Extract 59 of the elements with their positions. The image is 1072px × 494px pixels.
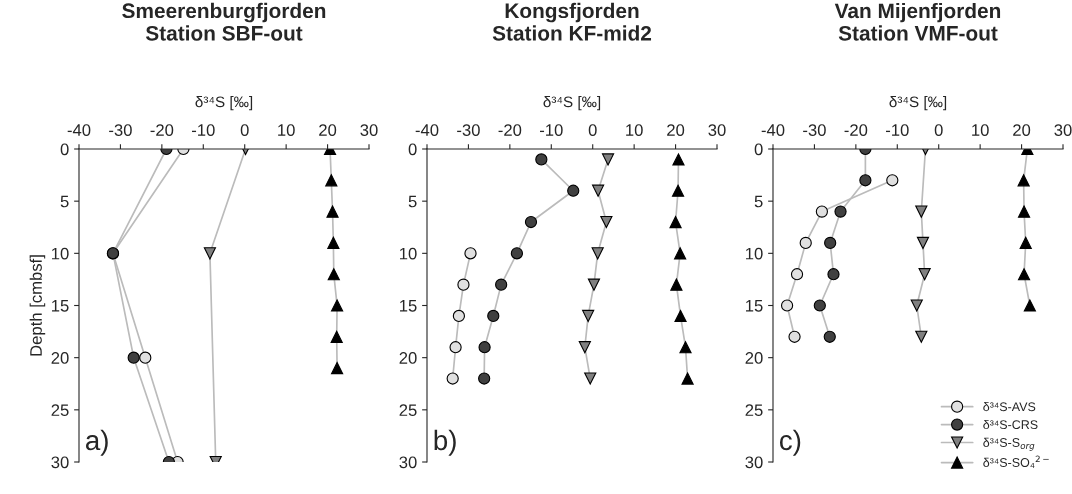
x-tick-label: 20 [1013,124,1031,136]
y-tick-label: 20 [745,352,763,364]
chart-title: Smeerenburgfjorden Station SBF-out [122,2,326,41]
x-tick-label: 0 [588,124,597,136]
x-axis-title: δ³⁴S [‰] [543,96,601,111]
x-tick-label: -20 [150,124,174,136]
x-tick-label: -40 [415,124,439,136]
y-tick-label: 30 [51,456,69,469]
x-tick-label: 30 [1054,124,1072,136]
y-tick-label: 25 [51,404,69,417]
y-tick-label: 5 [754,195,763,208]
legend-label: δ³⁴S-CRS [983,419,1038,430]
x-axis-title: δ³⁴S [‰] [195,96,253,111]
y-tick-label: 15 [746,300,763,312]
x-tick-label: -40 [761,124,785,136]
y-tick-label: 0 [60,143,69,156]
x-tick-label: -10 [539,124,563,136]
x-tick-label: 10 [626,124,643,136]
y-tick-label: 25 [745,404,763,417]
x-tick-label: -10 [885,124,909,136]
y-tick-label: 15 [400,300,417,312]
annotation: c) [779,429,801,456]
x-axis-title: δ³⁴S [‰] [889,96,947,111]
x-tick-label: -30 [109,124,132,136]
x-tick-label: 20 [319,124,337,136]
x-tick-label: -30 [457,124,480,136]
annotation: b) [434,429,456,456]
x-tick-label: 30 [708,124,726,136]
x-tick-label: -30 [803,124,826,136]
y-tick-label: 0 [754,143,763,156]
x-tick-label: 30 [360,124,378,136]
y-tick-label: 0 [408,143,417,156]
x-tick-label: 0 [240,124,249,136]
y-tick-label: 30 [399,456,417,469]
x-tick-label: 10 [972,124,989,136]
y-tick-label: 25 [399,404,417,417]
y-tick-label: 5 [60,195,69,208]
chart-title: Kongsfjorden Station KF-mid2 [492,2,652,41]
x-tick-label: -40 [67,124,91,136]
y-tick-label: 10 [746,247,763,260]
annotation: a) [85,429,108,456]
y-tick-label: 30 [745,456,763,469]
legend-label: δ³⁴S-SO₄$^{2−}$ [983,455,1049,468]
legend-label: δ³⁴S-AVS [983,401,1036,412]
y-tick-label: 10 [52,247,69,260]
x-tick-label: 10 [278,124,295,136]
x-tick-label: 0 [934,124,943,136]
y-axis-title: Depth [cmbsf] [29,255,46,356]
y-tick-label: 10 [400,247,417,260]
y-tick-label: 20 [399,352,417,364]
chart-title: Van Mijenfjorden Station VMF-out [834,2,1001,41]
legend-label: δ³⁴S-S$_{org}$ [983,437,1035,451]
y-tick-label: 5 [408,195,417,208]
y-tick-label: 20 [51,352,69,364]
y-tick-label: 15 [52,300,69,312]
x-tick-label: 20 [667,124,685,136]
x-tick-label: -20 [498,124,522,136]
x-tick-label: -10 [191,124,215,136]
x-tick-label: -20 [844,124,868,136]
